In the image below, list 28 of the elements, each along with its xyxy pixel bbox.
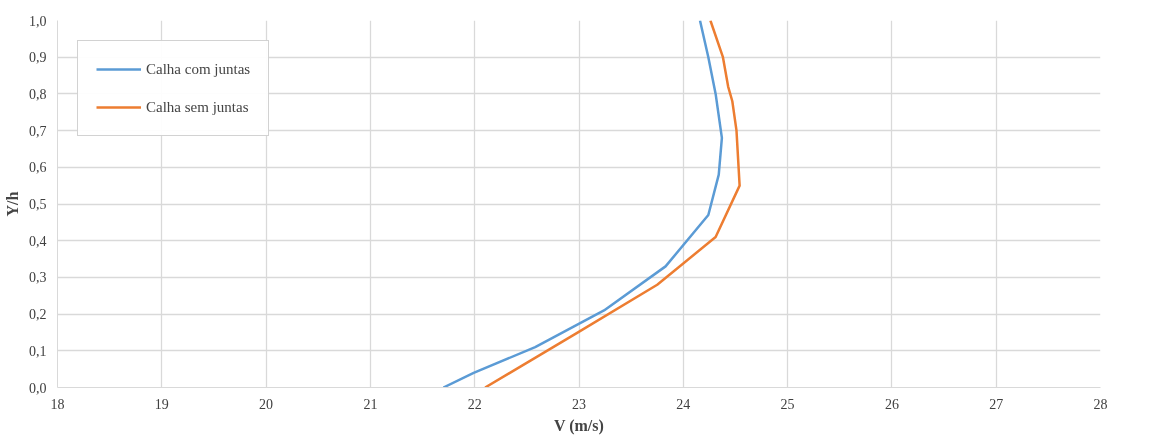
y-tick-label: 0,2 [29, 307, 47, 323]
y-axis-title: Y/h [4, 191, 21, 217]
line-series [483, 20, 741, 388]
line-series [442, 20, 724, 388]
y-tick-label: 0,1 [29, 343, 47, 359]
x-tick-label: 20 [259, 396, 274, 412]
legend-label: Calha sem juntas [146, 98, 249, 116]
y-tick-label: 0,7 [29, 123, 47, 139]
y-tick-label: 0,4 [29, 233, 47, 249]
x-tick-label: 24 [676, 396, 691, 412]
x-tick-label: 28 [1093, 396, 1108, 412]
x-tick-label: 25 [780, 396, 795, 412]
x-tick-label: 21 [363, 396, 378, 412]
y-tick-label: 0,6 [29, 160, 47, 176]
x-tick-label: 22 [467, 396, 482, 412]
x-tick-label: 18 [50, 396, 65, 412]
x-tick-label: 19 [154, 396, 169, 412]
y-tick-label: 1,0 [29, 13, 47, 29]
legend-label: Calha com juntas [146, 60, 251, 78]
x-axis-title: V (m/s) [553, 416, 604, 435]
y-tick-label: 0,3 [29, 270, 47, 286]
y-tick-label: 0,9 [29, 50, 47, 66]
x-tick-label: 23 [572, 396, 586, 412]
x-tick-label: 26 [884, 396, 899, 412]
y-tick-label: 0,5 [29, 197, 47, 212]
y-tick-label: 0,8 [29, 86, 47, 102]
y-tick-label: 0,0 [29, 380, 47, 396]
x-tick-label: 27 [989, 396, 1004, 412]
